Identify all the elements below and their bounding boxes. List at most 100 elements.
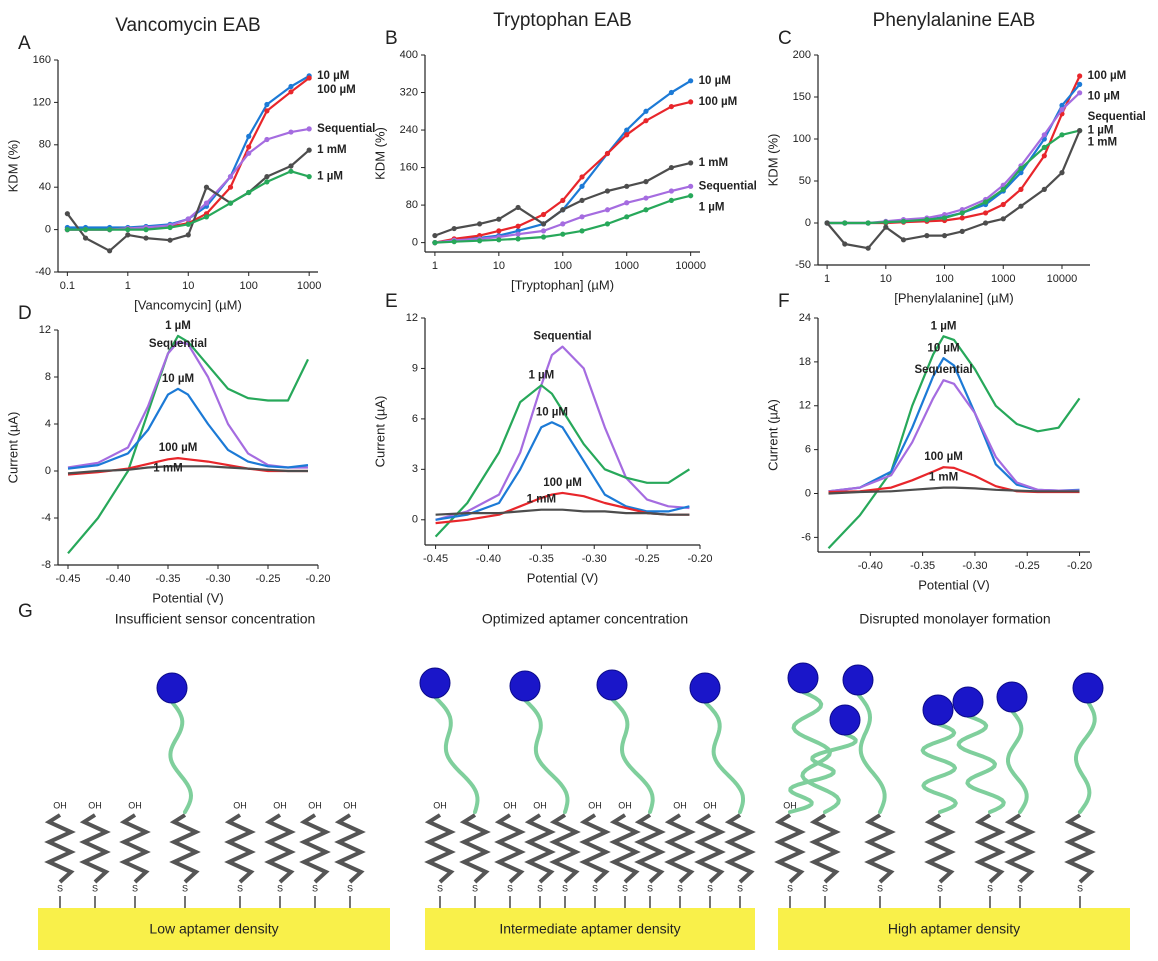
series-line — [828, 486, 1080, 495]
aptamer-strand — [920, 722, 958, 814]
data-point — [579, 197, 585, 204]
y-tick-label: 400 — [400, 49, 418, 61]
data-point — [185, 221, 191, 227]
data-point — [288, 83, 294, 90]
y-tick-label: -6 — [801, 531, 811, 543]
sulfur-label: S — [507, 883, 513, 893]
redox-reporter — [952, 686, 984, 718]
series-line — [434, 384, 690, 538]
aptamer-strand — [433, 695, 480, 814]
series-line — [435, 421, 690, 521]
data-point — [82, 235, 89, 241]
y-tick-label: 160 — [400, 161, 418, 173]
data-point — [227, 184, 234, 190]
series-line — [67, 74, 310, 229]
series-label: Sequential — [533, 331, 591, 343]
redox-reporter — [156, 672, 188, 704]
data-point — [1000, 216, 1006, 222]
sulfur-label: S — [57, 883, 63, 893]
data-point — [668, 164, 675, 171]
data-point — [624, 214, 630, 220]
data-point — [824, 220, 830, 226]
series-label: 10 µM — [699, 75, 731, 87]
sulfur-label: S — [1077, 883, 1083, 893]
data-point — [668, 188, 675, 194]
gold-surface — [425, 908, 755, 950]
y-tick-label: 100 — [793, 133, 811, 145]
data-point — [107, 248, 113, 254]
x-tick-label: 1 — [125, 280, 131, 292]
sulfur-label: S — [937, 883, 943, 893]
data-point — [264, 108, 270, 114]
alkyl-chain — [724, 813, 756, 884]
y-tick-label: -8 — [41, 559, 51, 571]
data-point — [1041, 153, 1047, 159]
x-tick-label: -0.40 — [105, 573, 130, 585]
y-tick-label: -50 — [795, 259, 811, 271]
series-label: 1 mM — [929, 472, 958, 484]
series-label: 100 µM — [1088, 70, 1127, 82]
y-tick-label: 12 — [406, 312, 418, 324]
series-label: Sequential — [317, 123, 375, 135]
panel-label: B — [385, 28, 398, 49]
surface-label: Intermediate aptamer density — [499, 921, 680, 937]
x-axis-label: [Tryptophan] (µM) — [511, 277, 614, 292]
series-label: 100 µM — [924, 451, 963, 463]
data-point — [167, 237, 173, 243]
data-point — [982, 220, 989, 226]
alkyl-chain — [79, 813, 111, 884]
y-tick-label: 320 — [400, 86, 418, 98]
x-axis-label: Potential (V) — [527, 570, 599, 585]
data-point — [624, 127, 630, 133]
y-tick-label: 0 — [805, 217, 811, 229]
y-tick-label: 0 — [45, 465, 51, 477]
alkyl-chain — [169, 813, 201, 884]
sulfur-label: S — [987, 883, 993, 893]
data-point — [203, 214, 210, 220]
data-point — [264, 174, 270, 180]
sulfur-label: S — [822, 883, 828, 893]
data-point — [246, 133, 252, 139]
x-tick-label: -0.25 — [1015, 560, 1040, 572]
alkyl-chain — [1004, 813, 1036, 884]
data-point — [688, 193, 694, 199]
alkyl-chain — [44, 813, 76, 884]
aptamer-strand — [1074, 700, 1097, 814]
data-point — [515, 223, 521, 229]
redox-reporter — [596, 669, 628, 701]
data-point — [688, 183, 694, 189]
series-line — [826, 130, 1081, 250]
data-point — [107, 227, 113, 233]
data-point — [143, 227, 149, 233]
data-point — [604, 150, 611, 157]
alkyl-chain — [264, 813, 296, 884]
series-label: 1 µM — [317, 171, 343, 183]
hydroxyl-label: OH — [128, 800, 142, 810]
y-tick-label: 40 — [39, 181, 51, 193]
series-label: 10 µM — [927, 342, 959, 354]
data-point — [264, 101, 270, 108]
data-point — [688, 160, 694, 166]
y-tick-label: 80 — [39, 139, 51, 151]
x-tick-label: -0.20 — [305, 573, 330, 585]
redox-reporter — [509, 670, 541, 702]
data-point — [1018, 186, 1024, 192]
hydroxyl-label: OH — [343, 800, 357, 810]
data-point — [1077, 81, 1083, 87]
data-point — [924, 233, 930, 239]
y-tick-label: 24 — [799, 312, 811, 324]
data-point — [643, 118, 649, 124]
data-point — [264, 179, 270, 185]
data-point — [1059, 132, 1065, 138]
sulfur-label: S — [437, 883, 443, 893]
y-tick-label: 0 — [805, 487, 811, 499]
y-tick-label: 120 — [33, 96, 51, 108]
x-tick-label: 1 — [824, 273, 830, 285]
series-line — [67, 457, 308, 476]
data-point — [1041, 186, 1047, 192]
surface-label: Low aptamer density — [149, 921, 278, 937]
data-point — [496, 237, 502, 243]
x-tick-label: 1000 — [991, 273, 1015, 285]
data-point — [496, 216, 502, 222]
redox-reporter — [829, 704, 861, 736]
